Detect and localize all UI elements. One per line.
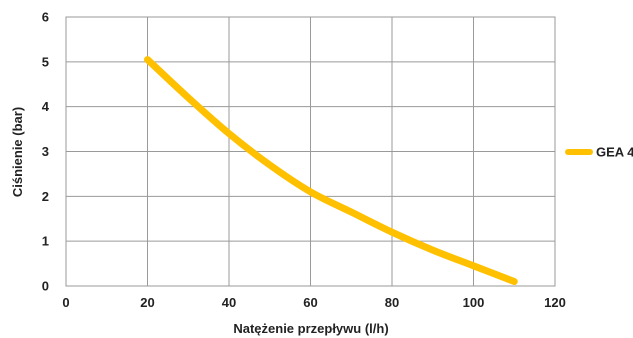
series-lines <box>144 56 518 286</box>
x-tick-label: 100 <box>463 295 485 310</box>
y-tick-label: 1 <box>42 234 49 249</box>
series-line-0 <box>144 56 518 286</box>
legend-label: GEA 4 <box>596 145 633 160</box>
x-tick-label: 120 <box>544 295 566 310</box>
x-tick-label: 20 <box>140 295 154 310</box>
y-tick-label: 6 <box>42 10 49 25</box>
y-tick-label: 5 <box>42 54 49 69</box>
x-axis-label: Natężenie przepływu (l/h) <box>233 321 388 336</box>
legend: GEA 4 <box>565 145 633 160</box>
y-tick-label: 3 <box>42 144 49 159</box>
x-tick-label: 40 <box>222 295 236 310</box>
y-tick-label: 0 <box>42 279 49 294</box>
x-tick-label: 80 <box>385 295 399 310</box>
x-tick-label: 0 <box>62 295 69 310</box>
y-tick-labels: 0 1 2 3 4 5 6 <box>42 10 50 294</box>
y-tick-label: 2 <box>42 189 49 204</box>
grid <box>65 16 556 287</box>
x-tick-label: 60 <box>303 295 317 310</box>
y-axis-label: Ciśnienie (bar) <box>10 107 25 197</box>
y-tick-label: 4 <box>42 99 50 114</box>
x-tick-labels: 0 20 40 60 80 100 120 <box>62 295 565 310</box>
